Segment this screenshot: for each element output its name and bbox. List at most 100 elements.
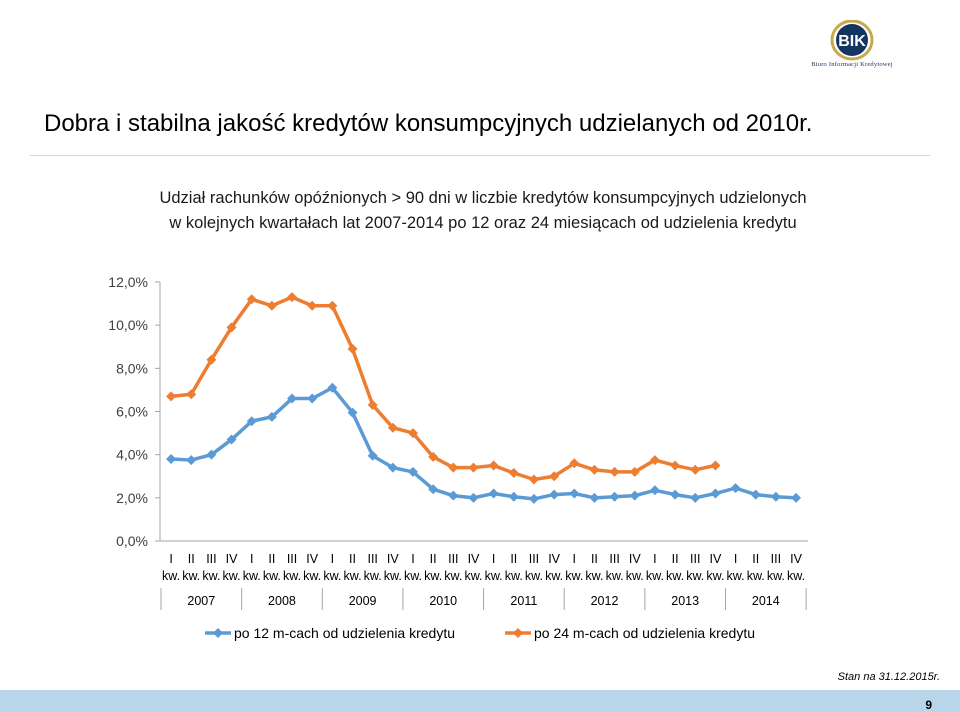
data-point (428, 484, 439, 495)
x-tick-label-suffix: kw. (323, 569, 341, 583)
data-point (710, 460, 721, 471)
data-point (690, 464, 701, 475)
x-tick-label-quarter: I (411, 552, 414, 566)
x-tick-label-suffix: kw. (303, 569, 321, 583)
data-point (186, 389, 197, 400)
data-point (488, 460, 499, 471)
x-tick-label-suffix: kw. (666, 569, 684, 583)
x-year-label: 2010 (429, 594, 457, 608)
x-tick-label-suffix: kw. (283, 569, 301, 583)
data-point (770, 491, 781, 502)
x-tick-label-suffix: kw. (646, 569, 664, 583)
x-tick-label-suffix: kw. (606, 569, 624, 583)
data-point (347, 407, 358, 418)
x-tick-label-quarter: III (448, 552, 458, 566)
bik-logo: BIK Biuro Informacji Kredytowej (806, 19, 902, 70)
data-point (589, 464, 600, 475)
x-year-label: 2007 (187, 594, 215, 608)
data-point (166, 391, 177, 402)
data-point (589, 492, 600, 503)
data-point (710, 488, 721, 499)
x-tick-label-suffix: kw. (223, 569, 241, 583)
logo-caption: Biuro Informacji Kredytowej (811, 61, 893, 68)
x-tick-label-quarter: II (752, 552, 759, 566)
x-tick-label-quarter: I (734, 552, 737, 566)
title-divider (30, 155, 930, 156)
x-tick-label-suffix: kw. (485, 569, 503, 583)
x-tick-label-suffix: kw. (686, 569, 704, 583)
x-year-label: 2009 (349, 594, 377, 608)
x-tick-label-quarter: IV (790, 552, 802, 566)
data-point (307, 393, 318, 404)
data-point (226, 434, 237, 445)
x-tick-label-suffix: kw. (706, 569, 724, 583)
x-tick-label-quarter: IV (629, 552, 641, 566)
data-point (307, 300, 318, 311)
x-tick-label-quarter: III (771, 552, 781, 566)
data-point (327, 300, 338, 311)
logo-ring (830, 19, 874, 61)
x-tick-label-suffix: kw. (263, 569, 281, 583)
data-point (549, 471, 560, 482)
x-tick-label-quarter: I (250, 552, 253, 566)
x-tick-label-suffix: kw. (202, 569, 220, 583)
y-tick-label: 6,0% (116, 404, 148, 420)
data-point (327, 382, 338, 393)
data-point (206, 449, 217, 460)
data-point (508, 468, 519, 479)
x-tick-label-suffix: kw. (505, 569, 523, 583)
x-tick-label-quarter: IV (226, 552, 238, 566)
x-tick-label-quarter: II (430, 552, 437, 566)
data-point (468, 462, 479, 473)
x-tick-label-quarter: IV (709, 552, 721, 566)
logo-mark: BIK (838, 33, 866, 50)
data-point (649, 485, 660, 496)
data-point (670, 489, 681, 500)
data-point (468, 492, 479, 503)
series-line-1 (170, 386, 797, 501)
data-point (488, 488, 499, 499)
x-year-label: 2012 (591, 594, 619, 608)
x-tick-label-quarter: IV (387, 552, 399, 566)
logo-disc (836, 24, 868, 56)
x-tick-label-quarter: III (287, 552, 297, 566)
x-tick-label-quarter: IV (306, 552, 318, 566)
x-tick-label-suffix: kw. (565, 569, 583, 583)
x-tick-label-suffix: kw. (384, 569, 402, 583)
data-point (367, 450, 378, 461)
x-tick-label-suffix: kw. (424, 569, 442, 583)
data-point (528, 493, 539, 504)
data-point (186, 455, 197, 466)
x-tick-label-quarter: III (529, 552, 539, 566)
x-tick-label-quarter: I (331, 552, 334, 566)
data-point (408, 428, 418, 439)
x-tick-label-suffix: kw. (243, 569, 261, 583)
data-point (791, 492, 802, 503)
x-tick-label-quarter: II (268, 552, 275, 566)
x-tick-label-suffix: kw. (343, 569, 361, 583)
x-tick-label-quarter: IV (548, 552, 560, 566)
x-tick-label-quarter: III (609, 552, 619, 566)
data-point (629, 490, 640, 501)
x-tick-label-suffix: kw. (545, 569, 563, 583)
y-tick-label: 0,0% (116, 533, 148, 549)
legend-label: po 24 m-cach od udzielenia kredytu (534, 625, 755, 641)
x-tick-label-suffix: kw. (404, 569, 422, 583)
data-point (629, 466, 640, 477)
as-of-date: Stan na 31.12.2015r. (837, 671, 940, 683)
x-tick-label-suffix: kw. (767, 569, 785, 583)
line-chart: 0,0%2,0%4,0%6,0%8,0%10,0%12,0%Ikw.IIkw.I… (108, 274, 808, 641)
data-point (448, 462, 459, 473)
data-point (609, 466, 620, 477)
x-tick-label-quarter: I (492, 552, 495, 566)
x-year-label: 2014 (752, 594, 780, 608)
data-point (569, 488, 580, 499)
data-point (408, 466, 418, 477)
x-tick-label-quarter: I (169, 552, 172, 566)
data-point (670, 460, 681, 471)
data-point (528, 474, 539, 485)
data-point (266, 300, 277, 311)
x-tick-label-quarter: II (510, 552, 517, 566)
data-point (367, 400, 378, 411)
y-tick-label: 2,0% (116, 490, 148, 506)
